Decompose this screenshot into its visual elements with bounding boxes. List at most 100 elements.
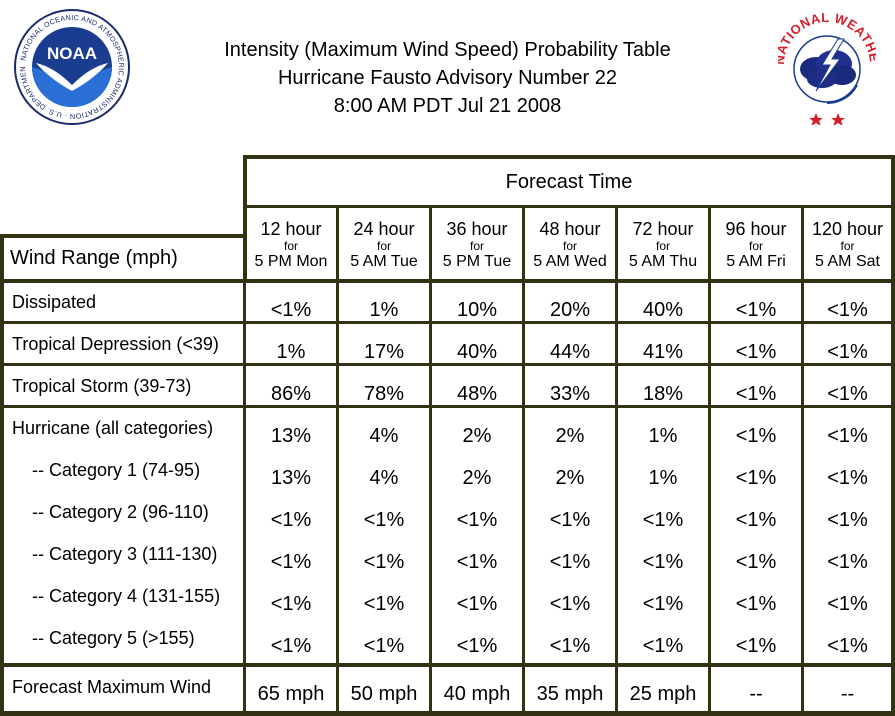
probability-cell: 48% xyxy=(456,382,498,405)
probability-cell: 17% xyxy=(363,340,405,363)
column-header-for: for xyxy=(562,239,577,253)
page-title: Intensity (Maximum Wind Speed) Probabili… xyxy=(150,36,745,120)
wind-range-header: Wind Range (mph) xyxy=(10,247,178,269)
column-header-for: for xyxy=(748,239,763,253)
probability-cell: <1% xyxy=(735,466,777,489)
probability-cell: <1% xyxy=(827,508,868,531)
probability-cell: <1% xyxy=(456,592,498,615)
probability-cell: <1% xyxy=(363,592,405,615)
probability-cell: 1% xyxy=(648,466,678,489)
probability-cell: <1% xyxy=(827,550,868,573)
max-wind-cell: -- xyxy=(840,682,855,705)
row-label: -- Category 2 (96-110) xyxy=(32,502,209,522)
probability-cell: <1% xyxy=(549,508,591,531)
probability-cell: <1% xyxy=(827,424,868,447)
probability-cell: 41% xyxy=(642,340,684,363)
probability-cell: <1% xyxy=(270,508,312,531)
column-header-for: for xyxy=(376,239,391,253)
noaa-logo-icon: NATIONAL OCEANIC AND ATMOSPHERIC ADMINIS… xyxy=(14,7,130,125)
probability-cell: 40% xyxy=(456,340,498,363)
column-header-hours: 48 hour xyxy=(539,219,601,239)
column-header-when: 5 PM Tue xyxy=(442,253,512,270)
probability-cell: 40% xyxy=(642,298,684,321)
row-label: -- Category 5 (>155) xyxy=(32,628,195,648)
max-wind-cell: 50 mph xyxy=(350,682,418,705)
column-header: 48 hour for 5 AM Wed xyxy=(525,219,615,271)
column-header-hours: 36 hour xyxy=(446,219,508,239)
probability-cell: <1% xyxy=(549,634,591,657)
column-header: 72 hour for 5 AM Thu xyxy=(618,219,708,271)
column-header-hours: 72 hour xyxy=(632,219,694,239)
probability-cell: <1% xyxy=(456,508,498,531)
probability-cell: <1% xyxy=(363,508,405,531)
probability-cell: 44% xyxy=(549,340,591,363)
probability-cell: <1% xyxy=(642,634,684,657)
row-label: -- Category 4 (131-155) xyxy=(32,586,221,606)
probability-cell: <1% xyxy=(735,382,777,405)
column-header-when: 5 AM Tue xyxy=(350,253,418,270)
probability-cell: <1% xyxy=(827,466,868,489)
probability-cell: 1% xyxy=(369,298,399,321)
probability-cell: 13% xyxy=(270,466,312,489)
probability-cell: <1% xyxy=(735,592,777,615)
probability-cell: 1% xyxy=(276,340,306,363)
probability-cell: <1% xyxy=(549,550,591,573)
max-wind-cell: -- xyxy=(749,682,763,705)
row-label: -- Category 1 (74-95) xyxy=(32,460,201,480)
probability-cell: 1% xyxy=(648,424,678,447)
max-wind-cell: 65 mph xyxy=(257,682,325,705)
probability-cell: <1% xyxy=(270,592,312,615)
column-header-hours: 24 hour xyxy=(353,219,415,239)
column-header-for: for xyxy=(469,239,484,253)
row-label: -- Category 3 (111-130) xyxy=(32,544,218,564)
row-label: Dissipated xyxy=(12,292,97,312)
probability-cell: 2% xyxy=(462,424,492,447)
probability-cell: <1% xyxy=(827,592,868,615)
row-label: Tropical Storm (39-73) xyxy=(12,376,192,396)
column-header-when: 5 PM Mon xyxy=(254,253,328,270)
probability-cell: <1% xyxy=(270,298,312,321)
column-header-hours: 12 hour xyxy=(260,219,322,239)
max-wind-label: Forecast Maximum Wind xyxy=(12,677,212,697)
title-line-1: Intensity (Maximum Wind Speed) Probabili… xyxy=(224,39,671,61)
probability-cell: <1% xyxy=(642,550,684,573)
probability-cell: <1% xyxy=(827,298,868,321)
noaa-logo-text: NOAA xyxy=(47,44,97,63)
column-header-hours: 96 hour xyxy=(725,219,787,239)
column-header-for: for xyxy=(283,239,298,253)
forecast-time-header: Forecast Time xyxy=(505,170,633,193)
column-header-when: 5 AM Sat xyxy=(815,253,880,270)
probability-cell: <1% xyxy=(735,550,777,573)
probability-cell: <1% xyxy=(642,592,684,615)
probability-cell: 78% xyxy=(363,382,405,405)
probability-cell: <1% xyxy=(270,550,312,573)
probability-cell: 4% xyxy=(369,424,399,447)
probability-cell: <1% xyxy=(549,592,591,615)
probability-cell: <1% xyxy=(735,340,777,363)
max-wind-cell: 25 mph xyxy=(629,682,697,705)
title-line-2: Hurricane Fausto Advisory Number 22 xyxy=(277,67,618,89)
probability-cell: <1% xyxy=(456,550,498,573)
probability-cell: 13% xyxy=(270,424,312,447)
probability-cell: <1% xyxy=(456,634,498,657)
probability-cell: 18% xyxy=(642,382,684,405)
probability-cell: 2% xyxy=(555,466,585,489)
column-header-for: for xyxy=(840,239,855,253)
max-wind-cell: 40 mph xyxy=(443,682,511,705)
column-header: 12 hour for 5 PM Mon xyxy=(246,219,336,271)
column-header: 24 hour for 5 AM Tue xyxy=(339,219,429,271)
probability-cell: 2% xyxy=(555,424,585,447)
column-header-for: for xyxy=(655,239,670,253)
title-line-3: 8:00 AM PDT Jul 21 2008 xyxy=(333,95,562,117)
probability-cell: 20% xyxy=(549,298,591,321)
probability-cell: 2% xyxy=(462,466,492,489)
column-header-when: 5 AM Fri xyxy=(726,253,786,270)
column-header-when: 5 AM Wed xyxy=(533,253,607,270)
probability-cell: <1% xyxy=(735,634,777,657)
probability-cell: 10% xyxy=(456,298,498,321)
probability-cell: <1% xyxy=(827,634,868,657)
probability-cell: <1% xyxy=(827,340,868,363)
probability-cell: <1% xyxy=(363,634,405,657)
row-label: Tropical Depression (<39) xyxy=(12,334,219,354)
